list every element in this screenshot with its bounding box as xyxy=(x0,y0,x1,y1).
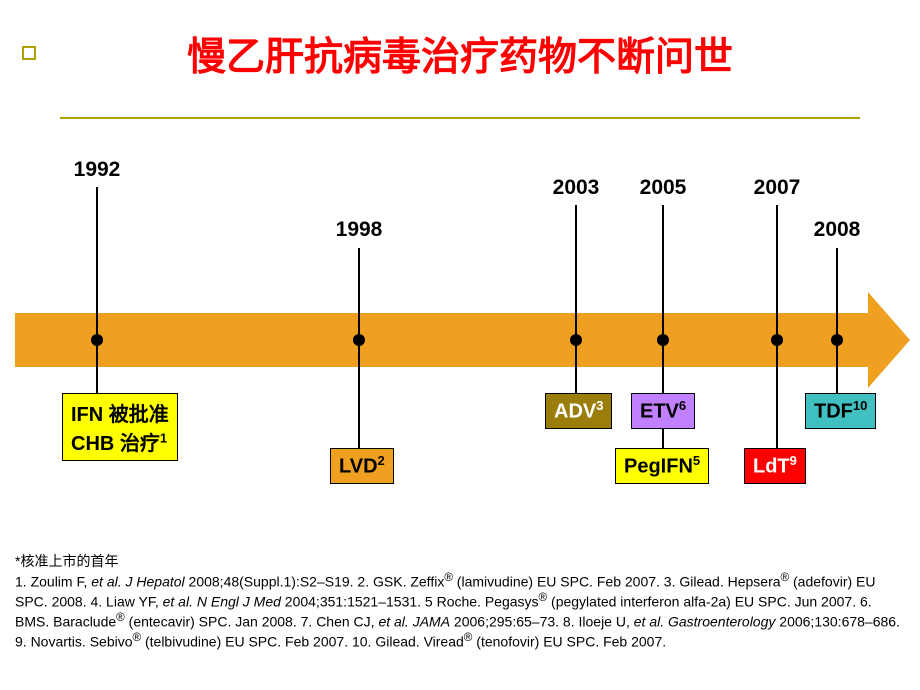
drug-box: ADV3 xyxy=(545,393,612,429)
drug-box: LdT9 xyxy=(744,448,806,484)
drug-box: TDF10 xyxy=(805,393,876,429)
timeline-dot-icon xyxy=(570,334,582,346)
timeline-year-label: 2007 xyxy=(754,176,801,200)
timeline-arrow-head-icon xyxy=(868,292,910,388)
timeline-year-label: 1998 xyxy=(336,218,383,242)
references-body: 1. Zoulim F, et al. J Hepatol 2008;48(Su… xyxy=(15,571,900,652)
timeline-dot-icon xyxy=(657,334,669,346)
references-block: *核准上市的首年 1. Zoulim F, et al. J Hepatol 2… xyxy=(15,553,900,651)
timeline-dot-icon xyxy=(771,334,783,346)
timeline-year-label: 2005 xyxy=(640,176,687,200)
timeline-dot-icon xyxy=(831,334,843,346)
title-underline xyxy=(60,117,860,119)
timeline-dot-icon xyxy=(353,334,365,346)
drug-box: LVD2 xyxy=(330,448,394,484)
timeline-year-label: 2003 xyxy=(553,176,600,200)
timeline-arrow-bar xyxy=(15,313,868,367)
drug-box: ETV6 xyxy=(631,393,695,429)
title-wrap: 慢乙肝抗病毒治疗药物不断问世 xyxy=(0,26,920,82)
timeline-tick xyxy=(776,205,778,448)
timeline-tick xyxy=(575,205,577,393)
timeline-tick xyxy=(836,248,838,393)
timeline-year-label: 2008 xyxy=(814,218,861,242)
timeline-dot-icon xyxy=(91,334,103,346)
slide-root: 慢乙肝抗病毒治疗药物不断问世 1992 IFN 被批准CHB 治疗1 1998 LVD… xyxy=(0,0,920,690)
timeline-tick xyxy=(358,248,360,448)
timeline-tick xyxy=(96,187,98,393)
references-heading: *核准上市的首年 xyxy=(15,553,900,571)
drug-box: PegIFN5 xyxy=(615,448,709,484)
timeline-year-label: 1992 xyxy=(74,158,121,182)
drug-box: IFN 被批准CHB 治疗1 xyxy=(62,393,178,461)
slide-title: 慢乙肝抗病毒治疗药物不断问世 xyxy=(187,36,733,79)
